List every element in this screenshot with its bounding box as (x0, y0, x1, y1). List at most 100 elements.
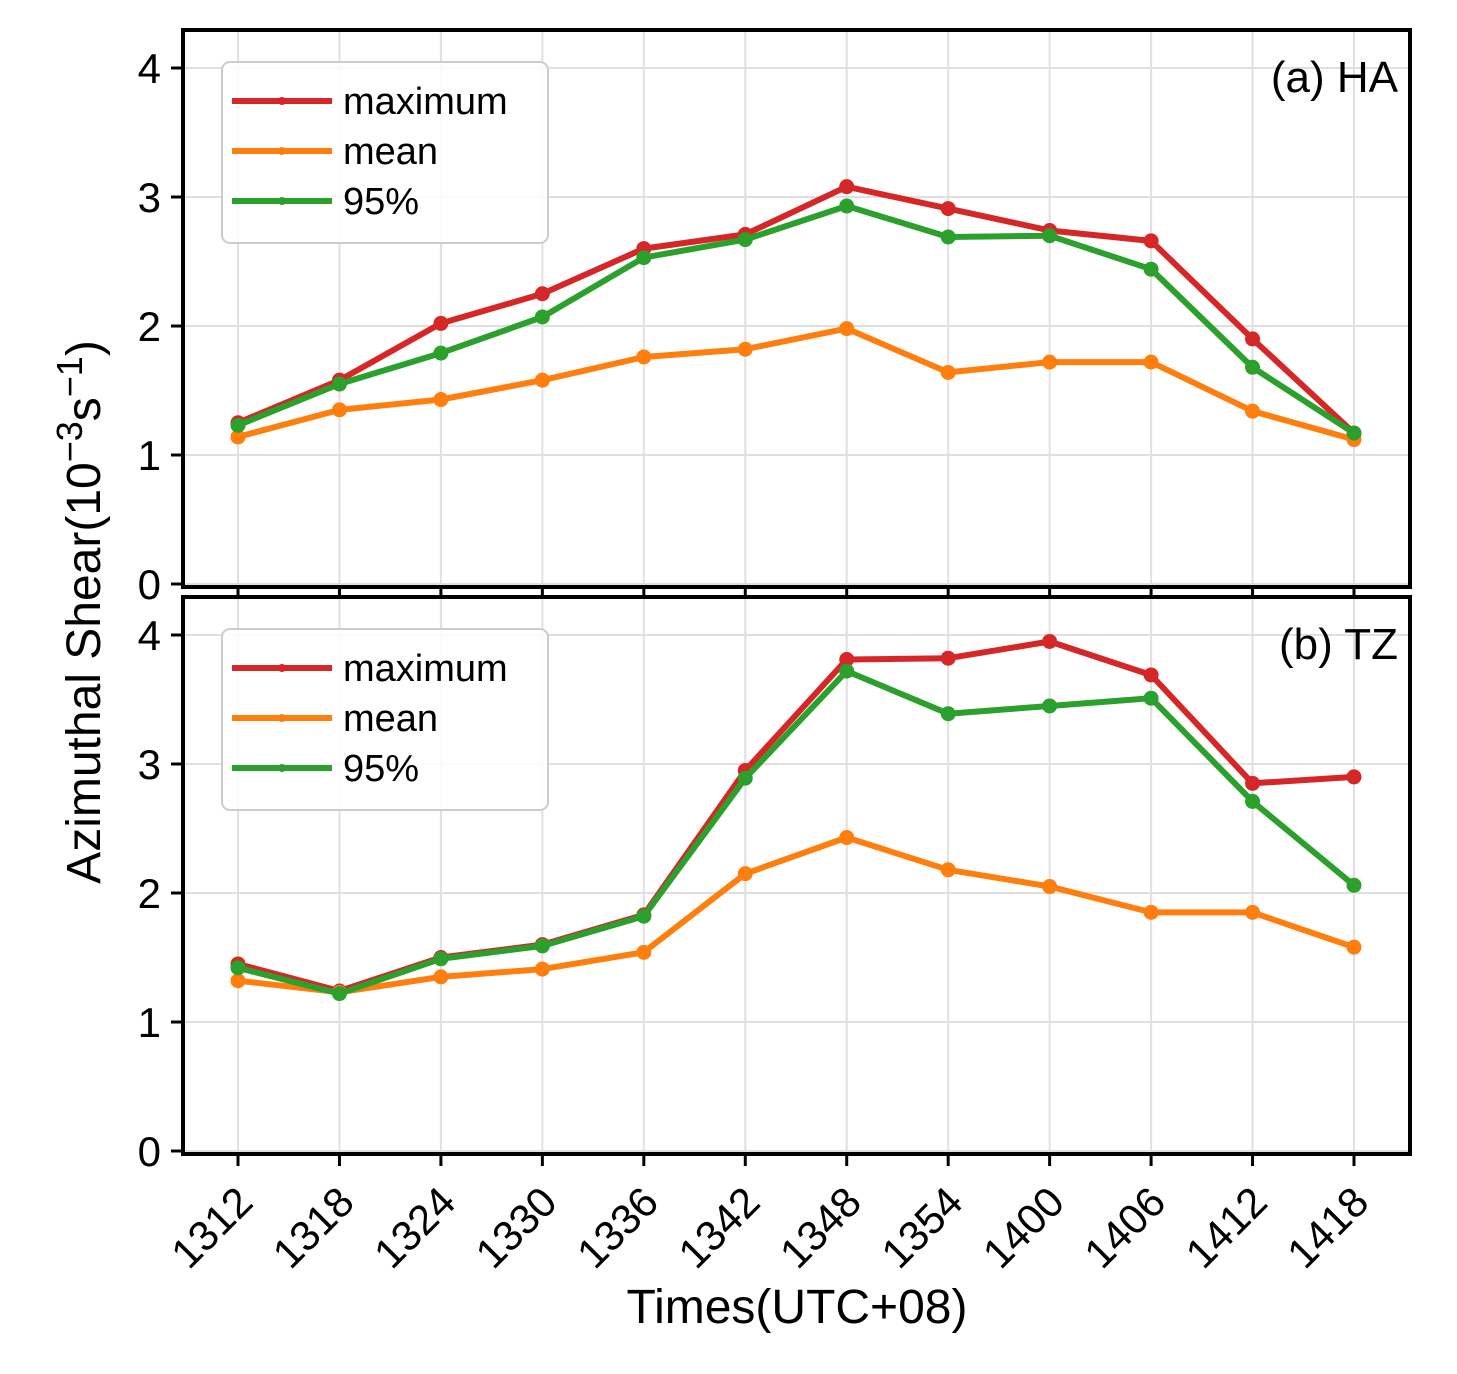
data-point (534, 372, 550, 388)
data-point (636, 908, 652, 924)
data-point (230, 960, 246, 976)
legend-box (221, 61, 549, 244)
x-axis-title: Times(UTC+08) (627, 1281, 968, 1334)
x-tick-label: 1418 (1278, 1178, 1377, 1277)
data-point (534, 309, 550, 325)
y-axis-title-unit: s (58, 397, 111, 421)
data-point (636, 349, 652, 365)
data-point (1346, 769, 1362, 785)
legend-swatch-marker (278, 764, 286, 772)
y-tick-label: 0 (138, 1128, 161, 1175)
data-point (230, 973, 246, 989)
legend-swatch-marker (278, 197, 286, 205)
legend-label: maximum (343, 648, 508, 690)
series-line-95pct (235, 203, 1357, 437)
data-point (737, 770, 753, 786)
x-tick-label: 1348 (771, 1178, 870, 1277)
data-point (1143, 904, 1159, 920)
data-point (1143, 354, 1159, 370)
data-point (331, 376, 347, 392)
data-point (230, 429, 246, 445)
legend-box (221, 628, 549, 811)
legend: maximum mean 95% (221, 61, 549, 244)
data-point (839, 663, 855, 679)
data-point (433, 392, 449, 408)
data-point (1042, 354, 1058, 370)
panel-a: 0 1 2 3 4 (a) HA maximum mean 95% (138, 28, 1412, 608)
data-point (839, 198, 855, 214)
data-point (1042, 633, 1058, 649)
legend-label: mean (343, 131, 438, 173)
data-point (1346, 425, 1362, 441)
legend-label: mean (343, 698, 438, 740)
data-point (331, 402, 347, 418)
data-point (940, 201, 956, 217)
x-tick-label: 1318 (263, 1178, 362, 1277)
series-line-maximum (235, 183, 1357, 437)
data-point (940, 229, 956, 245)
y-axis-title-close: ) (58, 340, 111, 356)
legend-label: maximum (343, 81, 508, 123)
data-point (1245, 359, 1261, 375)
data-point (433, 951, 449, 967)
x-tick-label: 1312 (162, 1178, 261, 1277)
x-tick-label: 1324 (365, 1178, 464, 1277)
data-point (636, 944, 652, 960)
y-tick-label: 1 (138, 432, 161, 479)
x-tick-label: 1400 (974, 1178, 1073, 1277)
data-point (433, 315, 449, 331)
data-point (636, 250, 652, 266)
data-point (1245, 793, 1261, 809)
axes-frame (181, 595, 1412, 1156)
y-tick-label: 3 (138, 741, 161, 788)
legend-label: 95% (343, 748, 419, 790)
panel-b: 0 1 2 3 4 (b) TZ maximum mean 95% (138, 595, 1412, 1175)
y-tick-label: 4 (138, 612, 161, 659)
x-tick-label: 1354 (872, 1178, 971, 1277)
x-tick-label: 1412 (1177, 1178, 1276, 1277)
data-point (1245, 331, 1261, 347)
data-point (1346, 877, 1362, 893)
y-axis-title-exponent: −1 (49, 356, 90, 397)
x-tick-label: 1336 (568, 1178, 667, 1277)
data-point (534, 938, 550, 954)
legend-swatch-marker (278, 97, 286, 105)
x-tick-label: 1330 (466, 1178, 565, 1277)
y-tick-label: 2 (138, 303, 161, 350)
data-point (1143, 261, 1159, 277)
y-tick-label: 2 (138, 870, 161, 917)
y-axis-title-exponent: −3 (49, 421, 90, 462)
data-point (534, 286, 550, 302)
legend: maximum mean 95% (221, 628, 549, 811)
y-tick-label: 3 (138, 174, 161, 221)
data-point (940, 862, 956, 878)
data-point (737, 866, 753, 882)
data-point (940, 706, 956, 722)
data-point (1143, 233, 1159, 249)
panel-title: (a) HA (1271, 53, 1399, 102)
data-point (331, 986, 347, 1002)
series-line-mean (235, 325, 1357, 443)
y-tick-label: 0 (138, 561, 161, 608)
x-tick-label: 1406 (1075, 1178, 1174, 1277)
data-point (940, 650, 956, 666)
data-point (839, 830, 855, 846)
x-tick-label: 1342 (669, 1178, 768, 1277)
data-point (737, 232, 753, 248)
legend-label: 95% (343, 181, 419, 223)
series-line-95pct (235, 668, 1357, 997)
data-point (1042, 698, 1058, 714)
legend-swatch-marker (278, 664, 286, 672)
legend-swatch-marker (278, 714, 286, 722)
y-axis-title-main: Azimuthal Shear(10 (58, 462, 111, 884)
panel-title: (b) TZ (1279, 620, 1398, 669)
data-point (534, 961, 550, 977)
data-point (433, 969, 449, 985)
series-line-mean (235, 834, 1357, 996)
data-point (940, 364, 956, 380)
data-point (839, 321, 855, 337)
data-point (1042, 228, 1058, 244)
data-point (839, 179, 855, 195)
legend-swatch-marker (278, 147, 286, 155)
